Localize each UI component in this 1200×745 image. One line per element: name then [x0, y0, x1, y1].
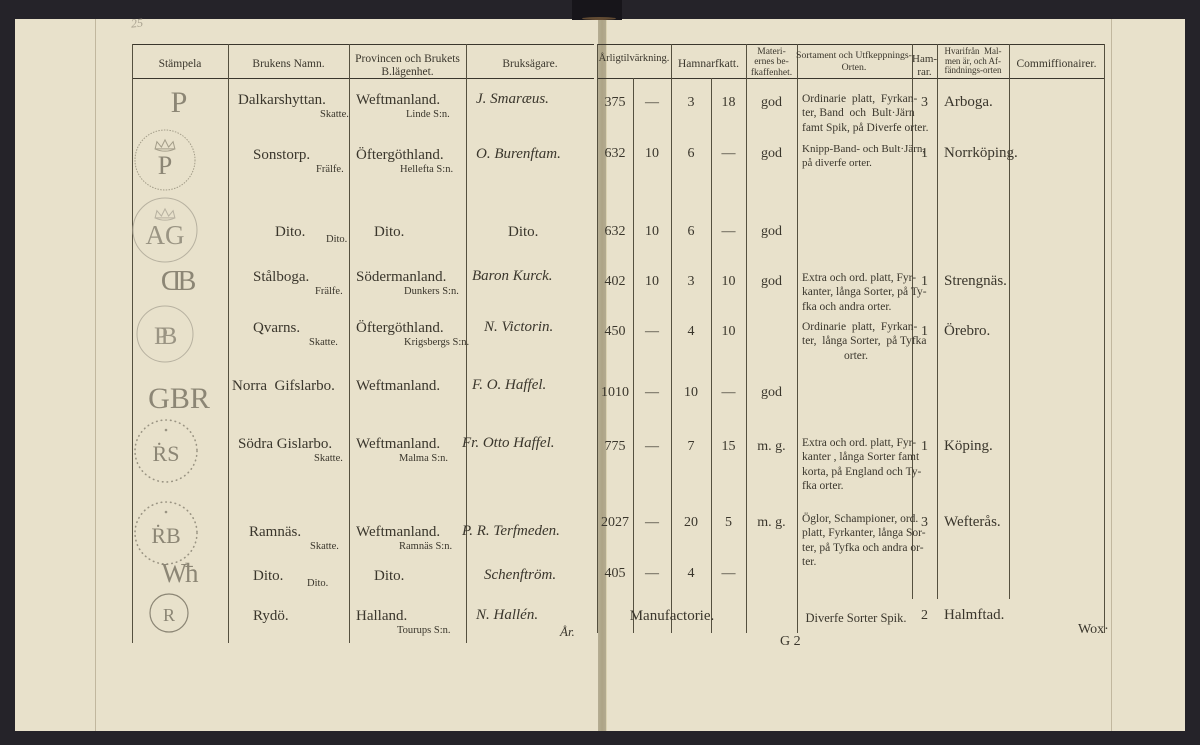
- svg-text:AG: AG: [146, 220, 185, 250]
- svg-text:P: P: [158, 151, 172, 180]
- svg-text:R: R: [163, 605, 175, 625]
- svg-text:ṘB: ṘB: [151, 523, 180, 548]
- svg-text:B: B: [161, 323, 178, 350]
- svg-text:ṘS: ṘS: [153, 441, 180, 466]
- svg-text:B: B: [178, 266, 197, 297]
